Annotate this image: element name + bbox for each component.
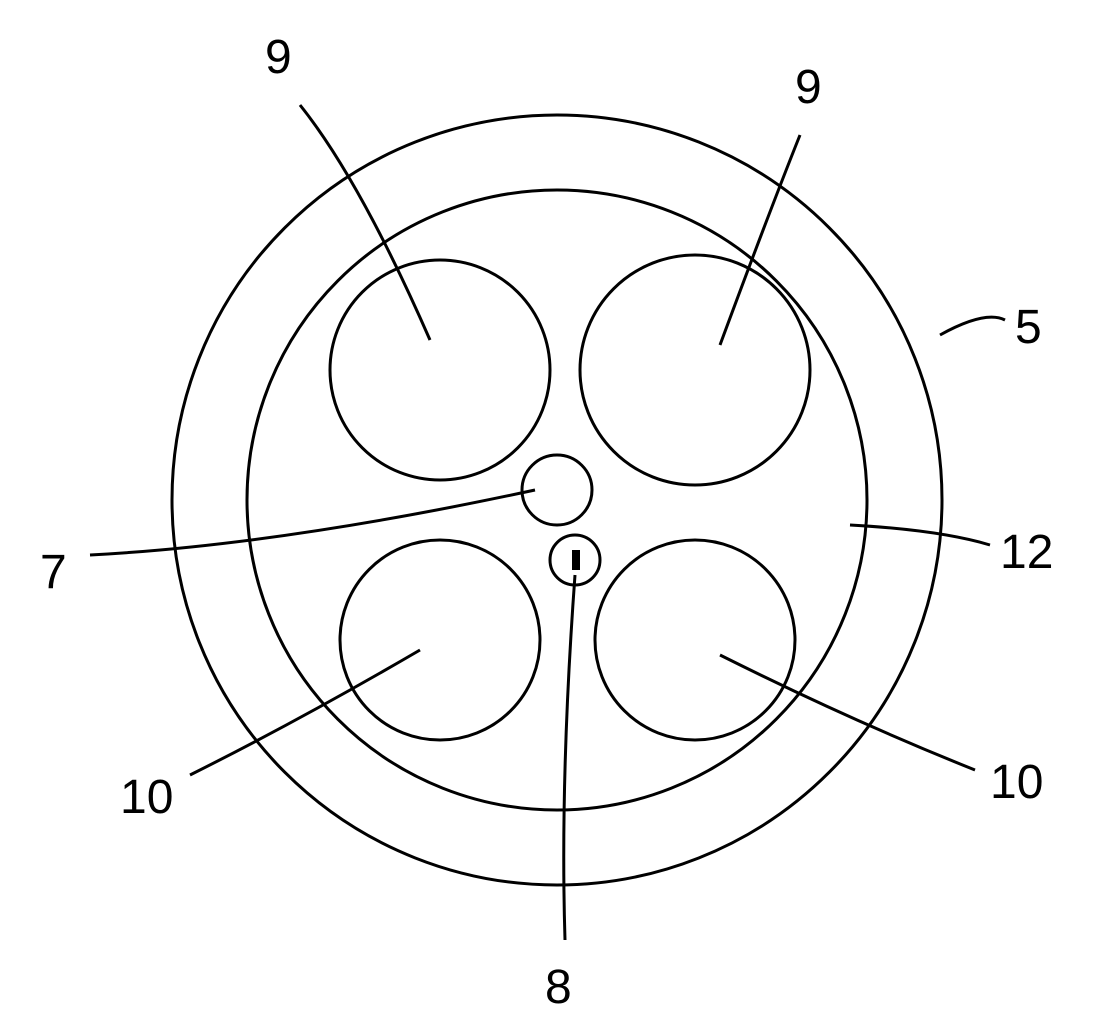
- technical-diagram: [0, 0, 1115, 1003]
- outer-ring-circle: [172, 115, 942, 885]
- hole-bottom-left-circle: [340, 540, 540, 740]
- callout-label-12: 12: [1000, 525, 1053, 580]
- callout-label-9: 9: [795, 60, 822, 115]
- callout-label-7: 7: [40, 545, 67, 600]
- leader-line-l12: [850, 525, 990, 545]
- leader-line-l9a: [300, 105, 430, 340]
- hole-top-right-circle: [580, 255, 810, 485]
- leader-line-l5: [940, 317, 1005, 335]
- center-fill-mark: [572, 550, 580, 570]
- callout-label-9: 9: [265, 30, 292, 85]
- callout-label-8: 8: [545, 960, 572, 1015]
- hole-top-left-circle: [330, 260, 550, 480]
- shapes-group: [172, 115, 942, 885]
- inner-ring-circle: [247, 190, 867, 810]
- leader-line-l9b: [720, 135, 800, 345]
- callout-label-5: 5: [1015, 300, 1042, 355]
- leader-line-l10a: [190, 650, 420, 775]
- callout-label-10: 10: [120, 770, 173, 825]
- callout-label-10: 10: [990, 755, 1043, 810]
- hole-bottom-right-circle: [595, 540, 795, 740]
